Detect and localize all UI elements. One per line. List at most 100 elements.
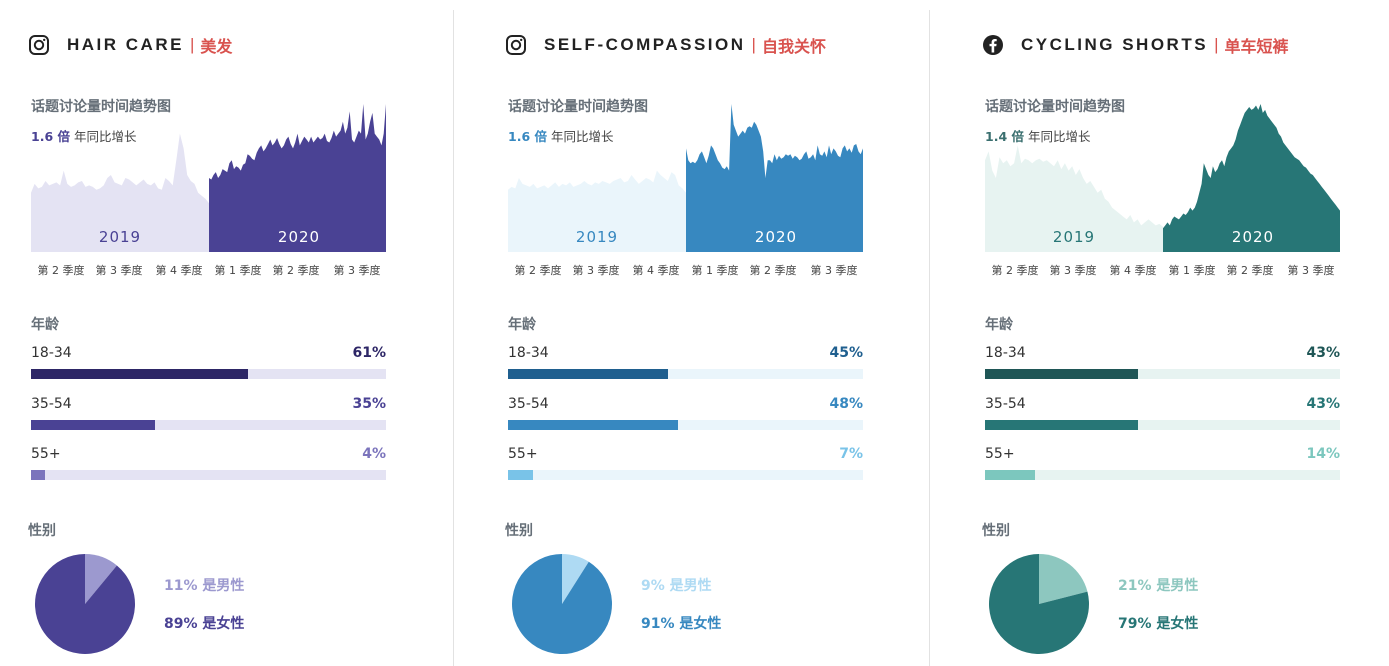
- panel-divider: [453, 10, 454, 666]
- trend-chart: 2019 2020: [31, 104, 386, 252]
- pie-slice-female: [35, 554, 136, 654]
- year-label-2019: 2019: [576, 228, 618, 246]
- age-label: 55+: [508, 446, 538, 462]
- trend-area-2020: [686, 104, 863, 252]
- panel-title: CYCLING SHORTS | 单车短裤: [982, 33, 1289, 57]
- quarter-tick-label: 第 1 季度: [691, 264, 739, 277]
- pie-slice-female: [512, 554, 613, 654]
- gender-female-label: 91% 是女性: [641, 616, 722, 632]
- age-bar-track: [985, 420, 1340, 430]
- quarter-tick-label: 第 3 季度: [1049, 264, 1097, 277]
- age-title: 年龄: [508, 317, 536, 333]
- age-bar-track: [31, 369, 386, 379]
- topic-panel-self-compassion: SELF-COMPASSION | 自我关怀 2019 2020 话题讨论量时间趋势图 1.…: [477, 0, 939, 666]
- growth-suffix: 年同比增长: [74, 129, 137, 144]
- gender-pie: [35, 554, 136, 654]
- quarter-tick-label: 第 3 季度: [95, 264, 143, 277]
- age-percent: 14%: [1306, 446, 1340, 462]
- year-label-2019: 2019: [99, 228, 141, 246]
- quarter-tick-label: 第 3 季度: [810, 264, 858, 277]
- panel-divider: [929, 10, 930, 666]
- age-title: 年龄: [985, 317, 1013, 333]
- quarter-tick-label: 第 2 季度: [749, 264, 797, 277]
- gender-male-label: 11% 是男性: [164, 578, 245, 594]
- trend-area-2019: [508, 170, 686, 252]
- age-percent: 61%: [352, 345, 386, 361]
- gender-male-label: 9% 是男性: [641, 578, 712, 594]
- topic-panel-cycling-shorts: CYCLING SHORTS | 单车短裤 2019 2020 话题讨论量时间趋势图 1.4…: [954, 0, 1389, 666]
- age-percent: 43%: [1306, 345, 1340, 361]
- title-separator: |: [1214, 35, 1219, 54]
- topic-name-cn: 单车短裤: [1224, 37, 1289, 56]
- quarter-tick-label: 第 3 季度: [1287, 264, 1335, 277]
- instagram-icon: [505, 34, 527, 56]
- gender-title: 性别: [28, 523, 56, 539]
- trend-area-2019: [31, 133, 209, 252]
- pie-slice-male: [85, 554, 117, 604]
- age-bar-fill: [508, 369, 668, 379]
- title-separator: |: [189, 35, 195, 54]
- trend-chart: 2019 2020: [508, 104, 863, 252]
- trend-area-2020: [1163, 104, 1340, 252]
- age-bar-track: [985, 369, 1340, 379]
- year-label-2020: 2020: [1232, 228, 1274, 246]
- age-percent: 43%: [1306, 396, 1340, 412]
- age-bar-track: [508, 470, 863, 480]
- topic-name-cn: 美发: [200, 37, 233, 56]
- year-label-2020: 2020: [278, 228, 320, 246]
- quarter-tick-label: 第 2 季度: [991, 264, 1039, 277]
- quarter-tick-label: 第 4 季度: [155, 264, 203, 277]
- quarter-tick-label: 第 4 季度: [632, 264, 680, 277]
- trend-area-2020: [209, 104, 386, 252]
- age-percent: 7%: [839, 446, 863, 462]
- trend-title: 话题讨论量时间趋势图: [31, 99, 171, 115]
- growth-value: 1.6 倍: [31, 129, 70, 144]
- age-bar-fill: [31, 369, 248, 379]
- age-label: 18-34: [985, 345, 1026, 361]
- gender-female-label: 89% 是女性: [164, 616, 245, 632]
- topic-name-cn: 自我关怀: [761, 37, 826, 56]
- age-bar-fill: [31, 420, 156, 430]
- topic-name-en: HAIR CARE: [67, 35, 184, 54]
- growth-line: 1.6 倍年同比增长: [508, 126, 614, 145]
- panel-title: SELF-COMPASSION | 自我关怀: [505, 33, 826, 57]
- gender-male-label: 21% 是男性: [1118, 578, 1199, 594]
- age-bar-fill: [985, 420, 1138, 430]
- age-bar-fill: [508, 420, 679, 430]
- gender-pie: [988, 554, 1089, 654]
- age-title: 年龄: [31, 317, 59, 333]
- trend-title: 话题讨论量时间趋势图: [508, 99, 648, 115]
- growth-line: 1.4 倍年同比增长: [985, 126, 1091, 145]
- age-label: 35-54: [31, 396, 72, 412]
- pie-slice-male: [562, 554, 589, 604]
- instagram-icon: [28, 34, 50, 56]
- gender-title: 性别: [505, 523, 533, 539]
- pie-slice-male: [1039, 554, 1088, 604]
- age-label: 18-34: [508, 345, 549, 361]
- quarter-tick-label: 第 2 季度: [1226, 264, 1274, 277]
- gender-pie: [512, 554, 613, 654]
- age-bar-fill: [985, 470, 1035, 480]
- age-percent: 48%: [829, 396, 863, 412]
- age-bar-track: [508, 420, 863, 430]
- age-label: 55+: [31, 446, 61, 462]
- panel-title: HAIR CARE | 美发: [28, 33, 232, 57]
- quarter-tick-label: 第 3 季度: [333, 264, 381, 277]
- quarter-axis: 第 2 季度第 3 季度第 4 季度第 1 季度第 2 季度第 3 季度: [508, 262, 868, 278]
- topic-panel-hair-care: HAIR CARE | 美发 2019 2020 话题讨论量时间趋势图 1.6 倍年同比增长…: [0, 0, 462, 666]
- quarter-tick-label: 第 1 季度: [1168, 264, 1216, 277]
- facebook-icon: [982, 34, 1004, 56]
- pie-slice-female: [988, 554, 1089, 654]
- trend-title: 话题讨论量时间趋势图: [985, 99, 1125, 115]
- trend-chart: 2019 2020: [985, 104, 1340, 252]
- quarter-axis: 第 2 季度第 3 季度第 4 季度第 1 季度第 2 季度第 3 季度: [31, 262, 391, 278]
- age-bar-fill: [31, 470, 46, 480]
- age-bar-track: [31, 470, 386, 480]
- age-bar-fill: [985, 369, 1138, 379]
- topic-name-en: CYCLING SHORTS: [1021, 35, 1209, 54]
- growth-value: 1.6 倍: [508, 129, 547, 144]
- quarter-tick-label: 第 2 季度: [37, 264, 85, 277]
- quarter-tick-label: 第 2 季度: [514, 264, 562, 277]
- year-label-2019: 2019: [1053, 228, 1095, 246]
- year-label-2020: 2020: [755, 228, 797, 246]
